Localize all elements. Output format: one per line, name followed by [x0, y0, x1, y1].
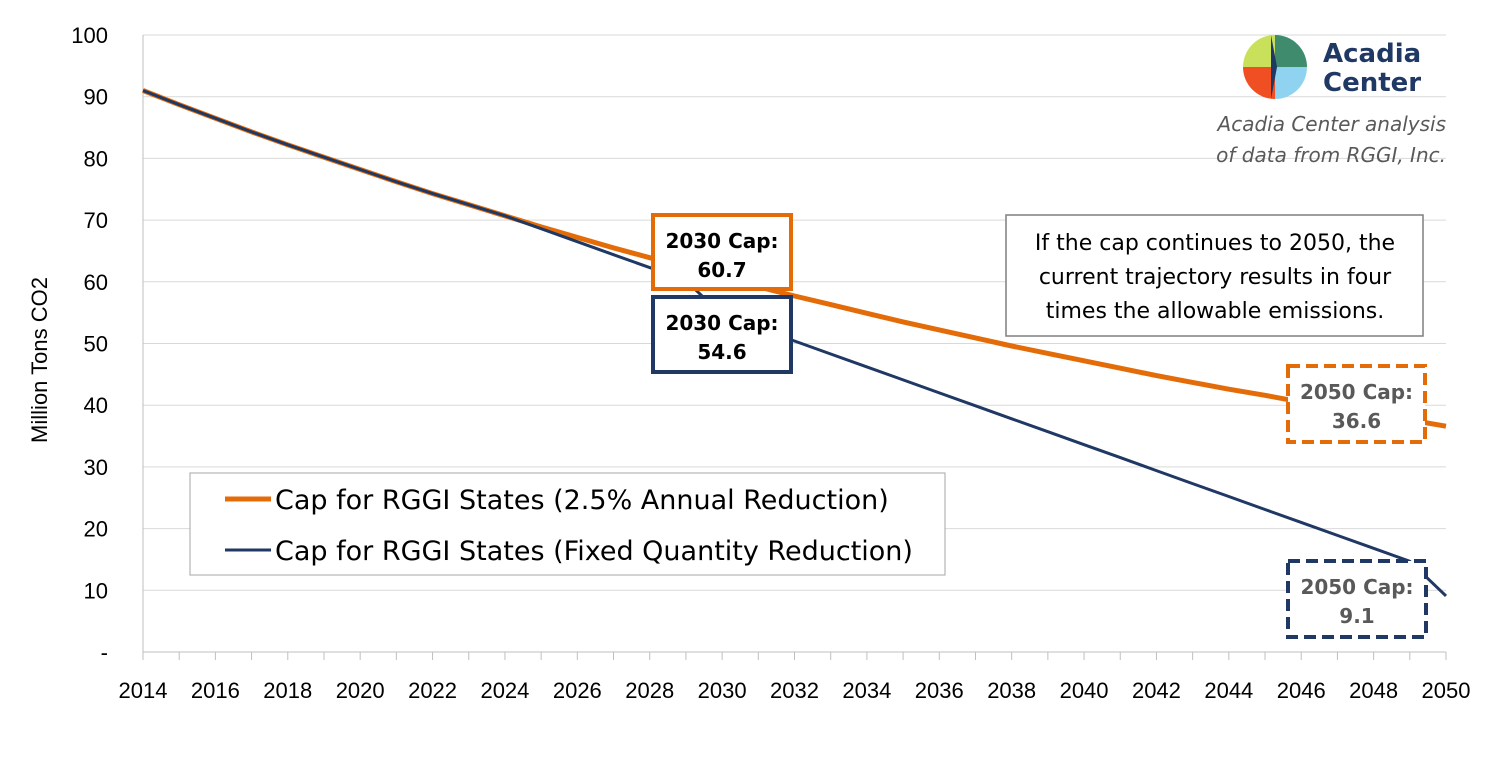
logo-wedge [1243, 35, 1275, 67]
x-tick-label: 2048 [1349, 678, 1398, 703]
y-tick-label: 80 [84, 146, 108, 171]
cap-annotation-value: 54.6 [697, 340, 746, 364]
y-tick-label: 70 [84, 208, 108, 233]
x-tick-label: 2018 [263, 678, 312, 703]
legend-label: Cap for RGGI States (Fixed Quantity Redu… [275, 536, 913, 567]
series-line-2 [142, 89, 1448, 597]
source-line-2: of data from RGGI, Inc. [1216, 143, 1446, 167]
cap-annotation-box [1286, 559, 1428, 639]
y-tick-label: 20 [84, 517, 108, 542]
y-tick-label: 40 [84, 393, 108, 418]
y-tick-label: 30 [84, 455, 108, 480]
x-tick-label: 2020 [336, 678, 385, 703]
x-tick-label: 2046 [1277, 678, 1326, 703]
x-tick-label: 2022 [408, 678, 457, 703]
x-tick-label: 2014 [119, 678, 168, 703]
x-tick-label: 2030 [698, 678, 747, 703]
cap-annotation-box [651, 213, 793, 291]
logo-wedge [1275, 67, 1307, 99]
cap-annotation-title: 2030 Cap: [665, 229, 778, 253]
series-lines [142, 88, 1448, 597]
y-axis-label: Million Tons CO2 [27, 277, 52, 443]
cap-annotation-value: 36.6 [1332, 409, 1381, 433]
x-tick-label: 2042 [1132, 678, 1181, 703]
y-tick-label: 60 [84, 270, 108, 295]
x-tick-label: 2036 [915, 678, 964, 703]
note-text-line: times the allowable emissions. [1046, 299, 1384, 324]
cap-annotation-title: 2030 Cap: [665, 311, 778, 335]
logo-text-line1: Acadia [1323, 39, 1421, 69]
note-box [1005, 214, 1424, 337]
legend: Cap for RGGI States (2.5% Annual Reducti… [189, 472, 946, 576]
x-tick-label: 2032 [770, 678, 819, 703]
source-line-1: Acadia Center analysis [1216, 112, 1446, 136]
x-tick-label: 2028 [625, 678, 674, 703]
x-tick-label: 2024 [480, 678, 529, 703]
y-tick-label: 10 [84, 578, 108, 603]
cap-annotation-title: 2050 Cap: [1300, 380, 1413, 404]
x-tick-label: 2026 [553, 678, 602, 703]
logo-wedge [1275, 35, 1307, 67]
cap-annotation-box [1286, 364, 1427, 444]
note-text-line: current trajectory results in four [1039, 265, 1392, 290]
logo-wedge [1243, 67, 1275, 99]
x-tick-label: 2034 [842, 678, 891, 703]
x-tick-label: 2016 [191, 678, 240, 703]
annotations: 2030 Cap: 60.7 2030 Cap: 54.6 2050 Cap: 36.6 2… [651, 213, 1428, 639]
x-tick-label: 2040 [1060, 678, 1109, 703]
logo-text-line2: Center [1323, 68, 1421, 98]
cap-annotation-title: 2050 Cap: [1300, 575, 1413, 599]
cap-annotation-box [651, 295, 793, 374]
y-tick-label: 50 [84, 332, 108, 357]
legend-label: Cap for RGGI States (2.5% Annual Reducti… [275, 485, 889, 516]
legend-box [189, 472, 946, 576]
y-tick-label: 90 [84, 85, 108, 110]
x-tick-label: 2038 [987, 678, 1036, 703]
note-text-line: If the cap continues to 2050, the [1035, 231, 1395, 256]
y-tick-label: 100 [71, 23, 108, 48]
cap-annotation-value: 9.1 [1339, 604, 1374, 628]
x-tick-label: 2050 [1422, 678, 1471, 703]
cap-annotation-value: 60.7 [697, 258, 746, 282]
x-tick-label: 2044 [1204, 678, 1253, 703]
logo-needle [1271, 35, 1277, 99]
y-tick-label: - [101, 640, 108, 665]
